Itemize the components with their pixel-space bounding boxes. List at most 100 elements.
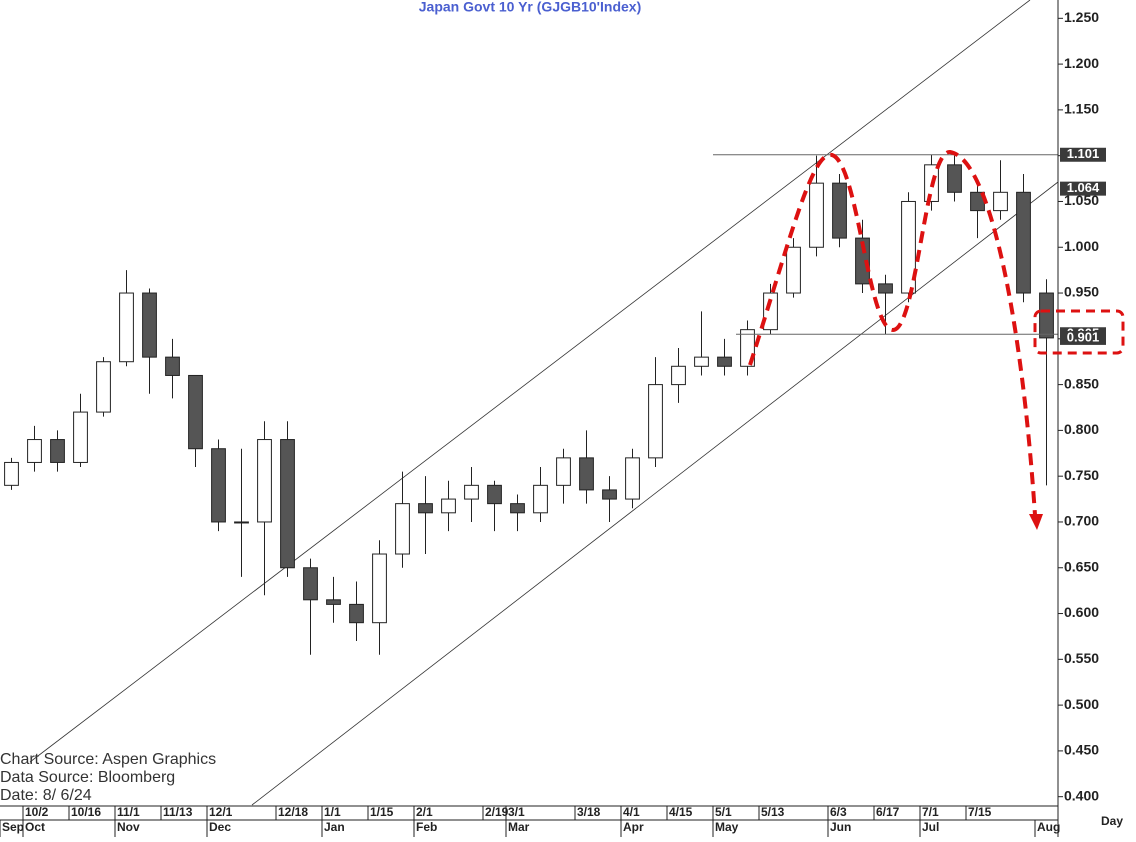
x-tick-label: 4/1 [623,805,640,819]
month-label: Aug [1037,820,1060,834]
price-label-box [1060,147,1106,162]
arrow-head [1029,514,1043,530]
candle-body [326,599,341,605]
price-label-box [1060,330,1106,345]
x-tick-label: 11/1 [117,805,140,819]
x-tick-label: 4/15 [669,805,693,819]
candle-body [4,461,19,486]
month-label: Mar [508,820,530,834]
x-tick-label: 10/2 [25,805,49,819]
y-tick-label: 0.450 [1064,742,1099,758]
price-label: 1.064 [1067,180,1100,195]
x-tick-label: 6/17 [876,805,900,819]
x-tick-label: 12/1 [209,805,233,819]
candle-body [211,448,226,523]
y-tick-label: 0.950 [1064,284,1099,300]
chart-title: Japan Govt 10 Yr (GJGB10'Index) [419,0,641,15]
candle-body [533,484,548,514]
month-label: Apr [623,820,644,834]
x-tick-label: 12/18 [278,805,308,819]
highlight-box [1033,309,1125,355]
channel-lower [251,181,1059,806]
x-tick-label: 2/19 [485,805,509,819]
x-tick-label: 1/1 [324,805,341,819]
month-label: Feb [416,820,437,834]
y-tick-label: 1.150 [1064,101,1099,117]
month-label: Jul [922,820,939,834]
candle-body [464,484,479,500]
candle-body [188,374,203,450]
candle-body [234,521,249,524]
y-tick-label: 1.000 [1064,238,1099,254]
candle-body [1039,292,1054,339]
x-tick-label: 10/16 [71,805,101,819]
candle-body [694,356,709,367]
x-tick-label: 1/15 [370,805,394,819]
candle-body [1016,191,1031,294]
month-label: Dec [209,820,231,834]
candle-body [165,356,180,376]
y-tick-label: 0.850 [1064,375,1099,391]
candle-body [73,411,88,463]
x-tick-label: 5/13 [761,805,785,819]
candle-body [671,365,686,386]
x-tick-label: 2/1 [416,805,433,819]
candle-body [27,439,42,463]
candle-body [142,292,157,358]
candle-body [579,457,594,491]
y-tick-label: 1.050 [1064,192,1099,208]
y-tick-label: 1.250 [1064,9,1099,25]
price-label-box [1060,181,1106,196]
y-tick-label: 0.500 [1064,696,1099,712]
candle-body [303,567,318,601]
x-tick-label: 5/1 [715,805,732,819]
source-line: Chart Source: Aspen Graphics [0,751,216,768]
candle-body [786,246,801,294]
candle-body [832,182,847,239]
candle-body [280,439,295,569]
y-tick-label: 0.800 [1064,421,1099,437]
candle-body [993,191,1008,212]
month-label: Nov [117,820,140,834]
y-tick-label: 1.200 [1064,55,1099,71]
candle-body [625,457,640,500]
x-tick-label: 11/13 [163,805,193,819]
candle-body [119,292,134,363]
candle-body [556,457,571,486]
x-tick-label: 7/15 [968,805,992,819]
candle-body [763,292,778,331]
x-tick-label: 3/18 [577,805,601,819]
price-label: 1.101 [1067,146,1100,161]
y-tick-label: 0.550 [1064,650,1099,666]
candle-body [602,489,617,500]
candle-body [441,498,456,514]
candle-body [717,356,732,367]
y-tick-label: 0.400 [1064,787,1099,803]
y-tick-label: 0.700 [1064,513,1099,529]
candle-body [372,553,387,624]
source-line: Date: 8/ 6/24 [0,787,92,804]
y-tick-label: 0.650 [1064,558,1099,574]
candle-body [487,484,502,505]
candle-body [257,439,272,523]
month-label: Oct [25,820,45,834]
channel-upper [29,0,1031,763]
y-tick-label: 0.750 [1064,467,1099,483]
candle-body [50,439,65,463]
candle-body [901,200,916,294]
candle-body [395,503,410,555]
candle-body [855,237,870,285]
candle-body [947,164,962,193]
source-line: Data Source: Bloomberg [0,769,175,786]
candle-body [648,384,663,459]
y-tick-label: 0.600 [1064,604,1099,620]
month-label: Sep [2,820,24,834]
candle-body [809,182,824,248]
candle-body [510,503,525,514]
candle-body [349,603,364,624]
price-label: 0.901 [1067,329,1100,344]
x-tick-label: 3/1 [508,805,525,819]
x-tick-label: 6/3 [830,805,847,819]
